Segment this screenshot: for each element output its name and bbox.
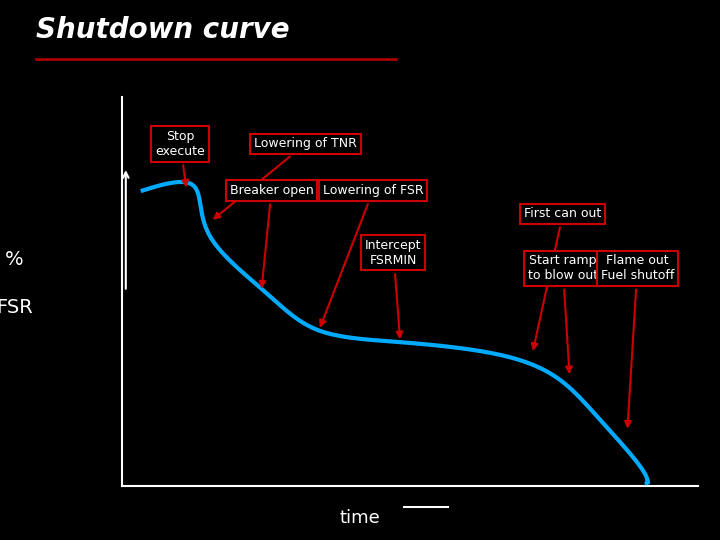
Text: Intercept
FSRMIN: Intercept FSRMIN	[365, 239, 422, 337]
Text: time: time	[339, 509, 380, 528]
Text: Stop
execute: Stop execute	[155, 130, 205, 185]
Text: Shutdown curve: Shutdown curve	[36, 16, 289, 44]
Text: First can out: First can out	[524, 207, 601, 349]
Text: Breaker open: Breaker open	[230, 184, 313, 287]
Text: Start ramp
to blow out: Start ramp to blow out	[528, 254, 598, 372]
Text: Lowering of FSR: Lowering of FSR	[320, 184, 423, 326]
Text: FSR: FSR	[0, 298, 33, 318]
Text: Flame out
Fuel shutoff: Flame out Fuel shutoff	[600, 254, 674, 427]
Text: %: %	[5, 249, 24, 269]
Text: Lowering of TNR: Lowering of TNR	[215, 137, 357, 218]
